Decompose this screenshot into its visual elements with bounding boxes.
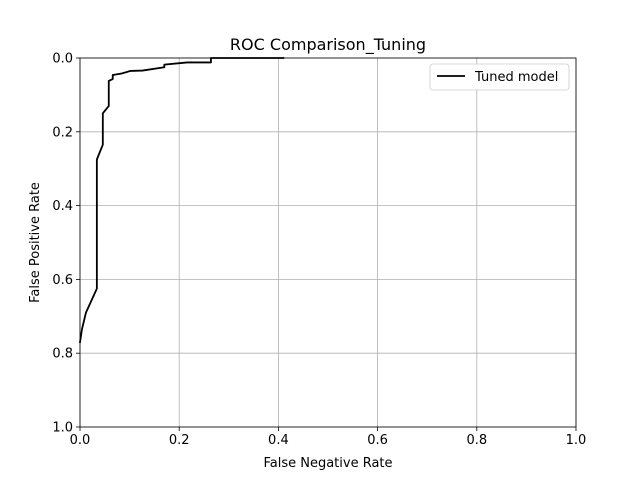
series-line-tuned-model: [78, 57, 285, 344]
y-tick-label: 0.4: [52, 199, 73, 214]
y-tick-label: 0.2: [52, 125, 73, 140]
x-tick-label: 0.2: [169, 433, 190, 448]
y-tick-label: 0.8: [52, 347, 73, 362]
chart-title: ROC Comparison_Tuning: [230, 35, 426, 55]
x-tick-label: 0.4: [268, 433, 289, 448]
series-lines: [78, 57, 285, 344]
legend-label: Tuned model: [474, 70, 558, 85]
y-axis-label: False Positive Rate: [28, 182, 43, 303]
legend-box: [429, 63, 570, 91]
y-tick-label: 0.6: [52, 273, 73, 288]
x-tick-label: 0.0: [70, 433, 91, 448]
y-tick-label: 1.0: [52, 421, 73, 436]
x-axis-label: False Negative Rate: [263, 456, 392, 471]
y-tick-label: 0.0: [52, 52, 73, 67]
x-tick-label: 0.6: [367, 433, 388, 448]
grid-lines: [79, 57, 577, 428]
x-tick-label: 1.0: [566, 433, 587, 448]
x-tick-label: 0.8: [466, 433, 487, 448]
axis-ticks: 0.0 0.2 0.4 0.6 0.8 1.00.00.20.40.60.81.0: [52, 52, 586, 449]
legend: Tuned model: [429, 63, 570, 91]
plot-frame: [79, 57, 577, 428]
